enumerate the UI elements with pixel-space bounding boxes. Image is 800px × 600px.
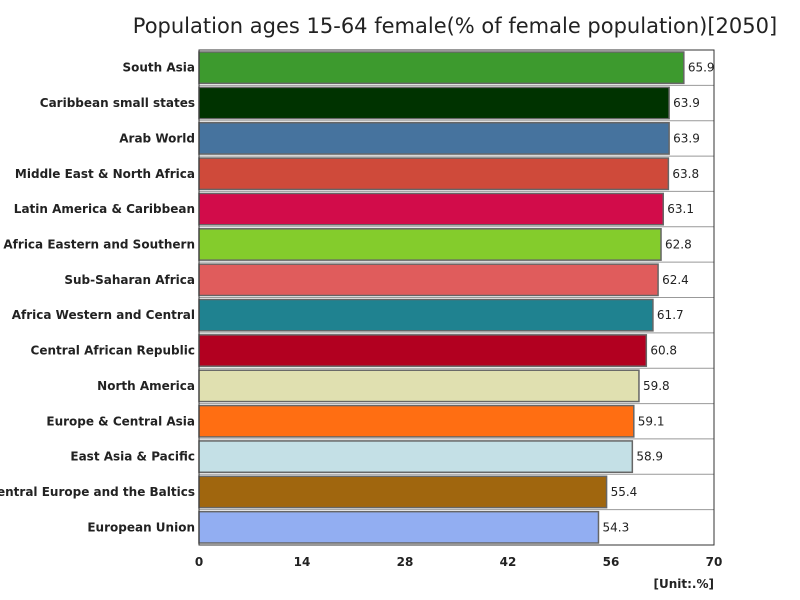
category-label: Sub-Saharan Africa (64, 273, 195, 287)
category-label: Latin America & Caribbean (14, 202, 195, 216)
category-label: Europe & Central Asia (46, 414, 195, 428)
category-label: East Asia & Pacific (70, 450, 195, 464)
value-label: 55.4 (611, 485, 638, 499)
category-label: European Union (87, 520, 195, 534)
value-label: 63.9 (673, 131, 700, 145)
value-label: 65.9 (688, 61, 715, 75)
bar (198, 86, 670, 120)
bar (198, 121, 670, 155)
value-label: 61.7 (657, 308, 684, 322)
value-label: 60.8 (650, 344, 677, 358)
value-label: 58.9 (636, 450, 663, 464)
value-label: 54.3 (602, 520, 629, 534)
x-tick-label: 0 (195, 555, 203, 569)
value-label: 59.8 (643, 379, 670, 393)
category-label: North America (97, 379, 195, 393)
category-label: Arab World (119, 131, 195, 145)
x-tick-label: 28 (397, 555, 414, 569)
bar (198, 263, 659, 297)
unit-label: [Unit:.%] (653, 577, 715, 591)
plot-frame (198, 49, 715, 546)
bar (198, 404, 635, 438)
category-label: South Asia (122, 61, 195, 75)
category-label: Africa Eastern and Southern (3, 237, 195, 251)
category-label: Central Europe and the Baltics (0, 485, 195, 499)
value-label: 63.9 (673, 96, 700, 110)
bar (198, 192, 664, 226)
bar (198, 51, 685, 85)
bar (198, 334, 648, 367)
value-label: 59.1 (638, 414, 665, 428)
x-tick-label: 70 (706, 555, 723, 569)
bar (198, 228, 662, 261)
x-tick-label: 56 (603, 555, 620, 569)
category-label: Caribbean small states (40, 96, 195, 110)
bar (198, 510, 600, 544)
category-label: Middle East & North Africa (15, 167, 195, 181)
bar (198, 475, 608, 509)
value-label: 62.8 (665, 237, 692, 251)
category-label: Central African Republic (31, 344, 195, 358)
bar (198, 440, 634, 474)
bar (198, 298, 654, 332)
value-label: 63.1 (667, 202, 694, 216)
value-label: 62.4 (662, 273, 689, 287)
x-tick-label: 42 (500, 555, 517, 569)
category-label: Africa Western and Central (12, 308, 195, 322)
bar (198, 369, 640, 403)
bar (198, 157, 670, 191)
x-tick-label: 14 (294, 555, 311, 569)
chart-title: Population ages 15-64 female(% of female… (132, 14, 778, 38)
value-label: 63.8 (672, 167, 699, 181)
